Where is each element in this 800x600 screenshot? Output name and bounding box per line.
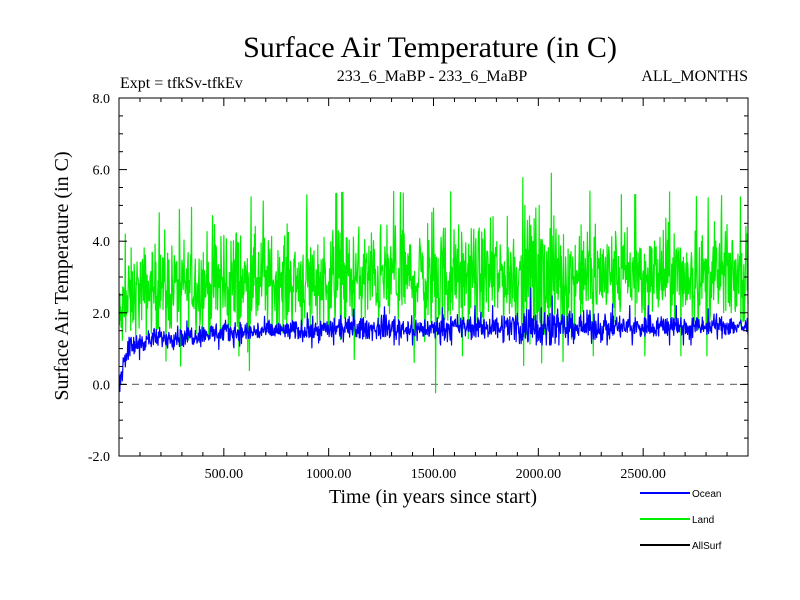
period-label: 233_6_MaBP - 233_6_MaBP [337,68,528,85]
legend-label-ocean: Ocean [692,489,721,500]
legend: Ocean Land AllSurf [640,489,722,552]
y-tick-label: 4.0 [93,235,111,250]
x-axis-label: Time (in years since start) [329,486,537,508]
series-line-ocean [118,287,749,393]
series-line-land [118,172,749,394]
x-tick-label: 500.00 [205,467,244,482]
x-tick-label: 1000.00 [306,467,352,482]
experiment-label: Expt = tfkSv-tfkEv [120,75,243,92]
y-tick-label: 0.0 [93,378,111,393]
y-tick-label: 8.0 [93,92,111,107]
months-label: ALL_MONTHS [641,68,748,85]
y-axis-label: Surface Air Temperature (in C) [51,151,73,400]
y-tick-label: -2.0 [88,450,110,465]
legend-label-land: Land [692,515,714,526]
x-tick-label: 2000.00 [516,467,562,482]
x-tick-label: 1500.00 [411,467,457,482]
chart-title: Surface Air Temperature (in C) [243,31,617,64]
y-tick-label: 2.0 [93,307,111,322]
legend-label-allsurf: AllSurf [692,541,722,552]
plot-area [118,172,749,394]
x-tick-label: 2500.00 [620,467,666,482]
axis-ticks: -2.0 0.0 2.0 4.0 6.0 8.0 500.00 1000.00 1500.00 2… [88,92,748,482]
y-tick-label: 6.0 [93,164,111,179]
